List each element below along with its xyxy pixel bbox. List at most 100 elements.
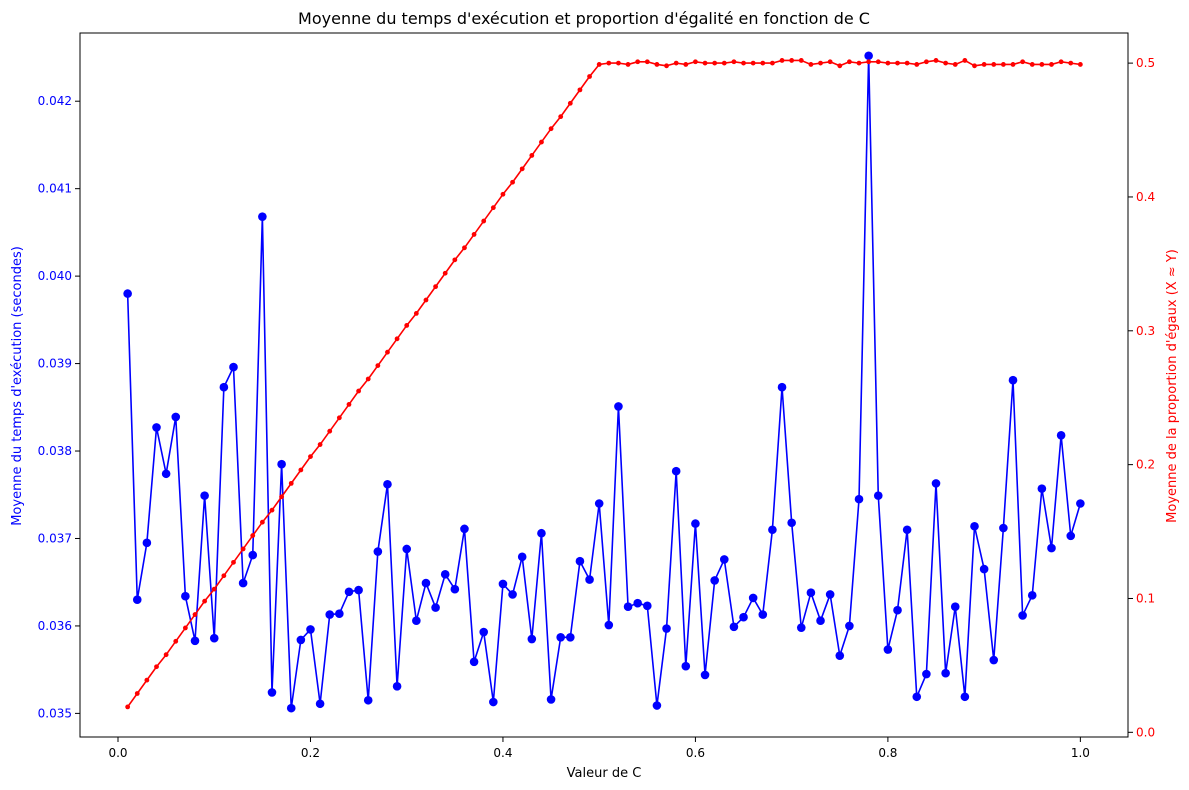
execution-time-point <box>363 695 373 705</box>
equality-proportion-point <box>192 612 198 617</box>
equality-proportion-point <box>683 62 689 67</box>
equality-proportion-point <box>442 270 448 276</box>
equality-proportion-point <box>519 166 525 172</box>
equality-proportion-point <box>702 60 708 66</box>
equality-proportion-point <box>231 559 236 565</box>
equality-proportion-point <box>779 58 785 63</box>
execution-time-point <box>238 578 248 588</box>
left-y-tick-label: 0.037 <box>38 531 72 545</box>
execution-time-line <box>126 54 1082 709</box>
equality-proportion-point <box>654 62 660 67</box>
equality-proportion-point <box>635 59 641 65</box>
equality-proportion-point <box>134 691 140 696</box>
execution-time-point <box>142 538 152 548</box>
equality-proportion-point <box>510 179 515 185</box>
execution-time-point <box>1056 430 1066 440</box>
equality-proportion-point <box>356 388 361 394</box>
equality-proportion-point <box>394 336 400 342</box>
execution-time-point <box>604 620 614 630</box>
equality-proportion-point <box>462 245 467 251</box>
plot-frame <box>79 32 1129 738</box>
execution-time-point <box>556 633 565 642</box>
equality-proportion-point <box>317 442 323 447</box>
execution-time-point <box>758 610 768 619</box>
execution-time-point <box>296 635 306 645</box>
x-tick-label: 0.8 <box>878 746 897 760</box>
equality-proportion-line <box>126 59 1081 708</box>
x-tick-label: 0.6 <box>686 746 705 760</box>
execution-time-point <box>1027 591 1037 600</box>
execution-time-point <box>960 692 970 702</box>
equality-proportion-point <box>875 59 881 65</box>
execution-time-point <box>893 605 902 615</box>
left-y-tick-label: 0.042 <box>38 94 72 108</box>
equality-proportion-point <box>721 60 727 66</box>
execution-time-point <box>325 610 335 619</box>
equality-proportion-point <box>952 62 958 67</box>
x-tick-label: 1.0 <box>1071 746 1090 760</box>
execution-time-point <box>219 382 229 392</box>
equality-proportion-point <box>154 664 159 670</box>
execution-time-point <box>1047 543 1056 553</box>
execution-time-point <box>517 552 527 562</box>
x-tick-label: 0.2 <box>301 746 320 760</box>
execution-time-point <box>816 616 825 625</box>
right-y-tick-label: 0.0 <box>1136 725 1155 739</box>
axes: 0.0 0.2 0.4 0.6 0.8 1.0 0.035 0.036 0.037 0.038 0.… <box>38 56 1155 760</box>
execution-time-point <box>546 695 556 704</box>
execution-time-point <box>161 469 171 479</box>
execution-time-point <box>171 412 181 422</box>
right-y-axis-label: Moyenne de la proportion d'égaux (X ≈ Y) <box>1165 249 1180 523</box>
execution-time-point <box>575 556 585 566</box>
execution-time-point <box>392 681 402 691</box>
x-tick-label: 0.0 <box>108 746 127 760</box>
execution-time-point <box>729 622 739 632</box>
equality-proportion-point <box>558 114 564 120</box>
equality-proportion-point <box>413 311 419 316</box>
equality-proportion-point <box>539 139 544 145</box>
equality-proportion-point <box>962 58 968 63</box>
execution-time-point <box>681 661 691 671</box>
execution-time-point <box>873 491 883 500</box>
execution-time-point <box>835 651 845 660</box>
execution-time-point <box>671 466 681 476</box>
execution-time-point <box>719 555 729 564</box>
equality-proportion-point <box>240 546 246 552</box>
equality-proportion-point <box>606 60 612 66</box>
equality-proportion-point <box>972 63 977 69</box>
execution-time-point <box>440 570 450 579</box>
equality-proportion-point <box>866 59 872 65</box>
equality-proportion-point <box>279 494 285 500</box>
equality-proportion-point <box>182 625 188 631</box>
equality-proportion-point <box>596 62 602 67</box>
execution-time-point <box>1037 484 1047 493</box>
equality-proportion-point <box>298 467 304 473</box>
right-y-tick-label: 0.3 <box>1136 324 1155 338</box>
execution-time-point <box>421 578 431 588</box>
execution-time-point <box>152 423 161 432</box>
equality-proportion-point <box>567 100 573 106</box>
left-y-tick-label: 0.040 <box>38 269 72 283</box>
equality-proportion-point <box>1058 59 1064 65</box>
execution-time-point <box>344 587 354 597</box>
equality-proportion-point <box>433 284 438 290</box>
equality-proportion-point <box>731 59 737 65</box>
equality-proportion-point <box>664 63 669 69</box>
equality-proportion-point <box>818 60 823 66</box>
execution-time-point <box>469 657 479 667</box>
equality-proportion-point <box>125 704 131 710</box>
left-y-tick-label: 0.038 <box>38 444 72 458</box>
equality-proportion-point <box>259 519 265 525</box>
execution-time-point <box>132 595 142 604</box>
execution-time-point <box>825 590 835 599</box>
equality-proportion-point <box>827 59 833 65</box>
execution-time-point <box>277 459 286 469</box>
execution-time-point <box>662 624 671 633</box>
equality-proportion-point <box>481 218 487 224</box>
equality-proportion-point <box>981 62 987 67</box>
execution-time-point <box>209 633 219 643</box>
equality-proportion-point <box>1000 62 1006 67</box>
execution-time-point <box>845 621 854 631</box>
execution-time-point <box>450 584 460 594</box>
equality-proportion-point <box>847 59 852 65</box>
